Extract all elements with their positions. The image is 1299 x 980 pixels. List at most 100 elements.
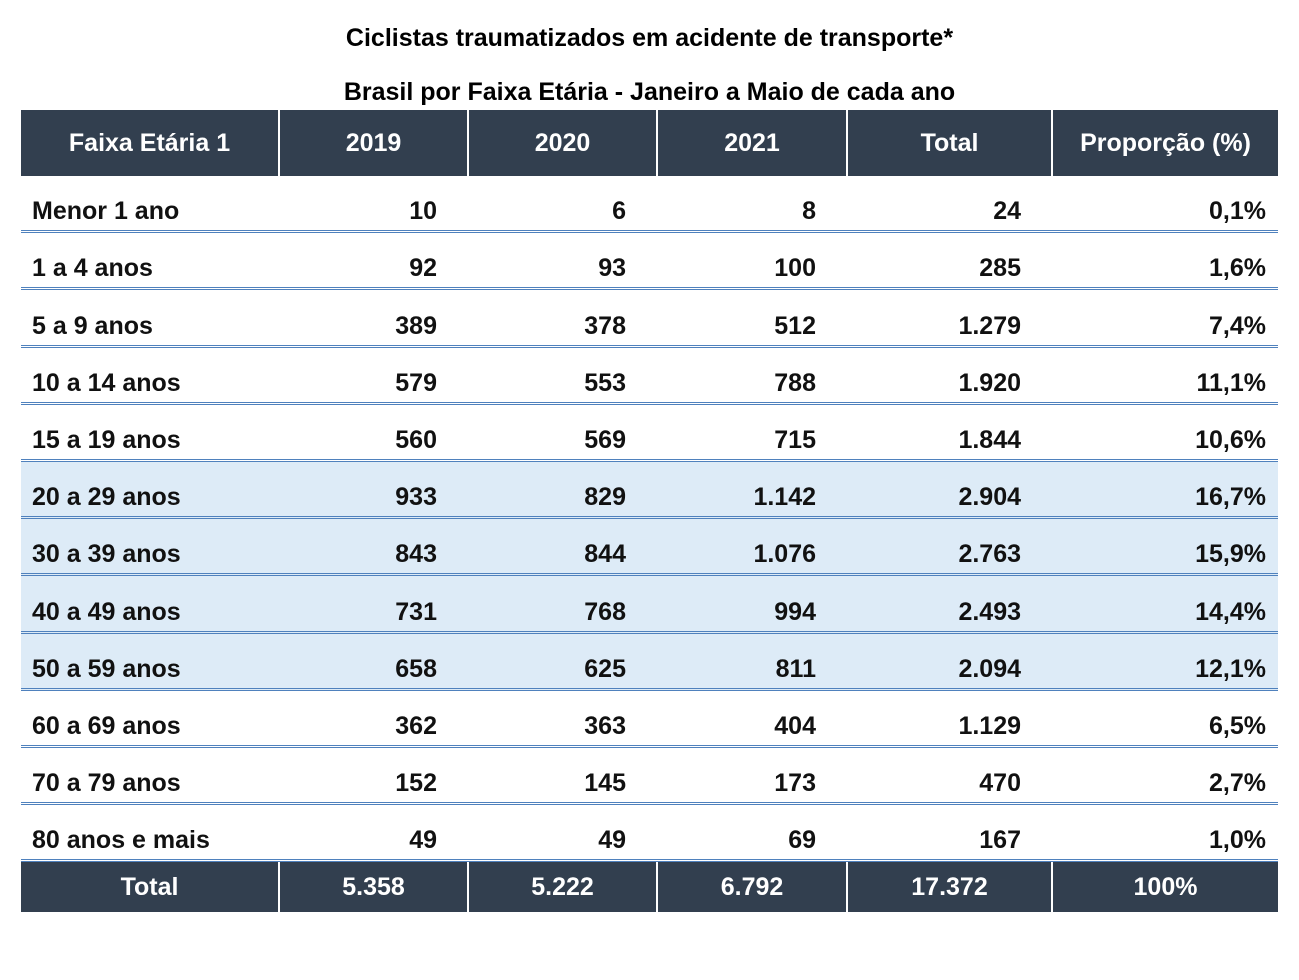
header-proportion: Proporção (%) bbox=[1080, 128, 1251, 157]
cell-2019: 362 bbox=[395, 711, 437, 740]
cell-proportion: 15,9% bbox=[1195, 540, 1266, 569]
cell-proportion: 0,1% bbox=[1209, 197, 1266, 226]
table-row: 30 a 39 anos 843 844 1.076 2.763 15,9% bbox=[21, 519, 1278, 577]
cell-2020: 363 bbox=[584, 711, 626, 740]
table-title: Ciclistas traumatizados em acidente de t… bbox=[345, 24, 954, 52]
cell-proportion: 10,6% bbox=[1195, 425, 1266, 454]
cell-2019: 10 bbox=[409, 197, 437, 226]
table-row: 15 a 19 anos 560 569 715 1.844 10,6% bbox=[21, 405, 1278, 462]
cell-2019: 389 bbox=[395, 311, 437, 340]
table-row: 5 a 9 anos 389 378 512 1.279 7,4% bbox=[21, 290, 1278, 348]
cell-total: 2.763 bbox=[958, 540, 1021, 569]
cell-2020: 768 bbox=[584, 597, 626, 626]
cell-2021: 788 bbox=[774, 368, 816, 397]
table-row: 20 a 29 anos 933 829 1.142 2.904 16,7% bbox=[21, 461, 1278, 520]
header-2020: 2020 bbox=[469, 110, 658, 176]
cell-proportion: 1,0% bbox=[1209, 826, 1266, 855]
cell-total: 470 bbox=[979, 769, 1021, 798]
cell-2019: 152 bbox=[395, 769, 437, 798]
footer-2020: 5.222 bbox=[469, 862, 658, 913]
cell-2020: 844 bbox=[584, 540, 626, 569]
cell-age-group: Menor 1 ano bbox=[32, 197, 180, 226]
cell-age-group: 5 a 9 anos bbox=[32, 311, 153, 340]
cell-2020: 49 bbox=[598, 826, 626, 855]
cell-age-group: 70 a 79 anos bbox=[32, 769, 181, 798]
cell-2019: 843 bbox=[395, 540, 437, 569]
cell-proportion: 1,6% bbox=[1209, 254, 1266, 283]
cell-age-group: 30 a 39 anos bbox=[32, 540, 181, 569]
cell-age-group: 1 a 4 anos bbox=[32, 254, 153, 283]
table-row: 50 a 59 anos 658 625 811 2.094 12,1% bbox=[21, 633, 1278, 691]
cell-2021: 173 bbox=[774, 769, 816, 798]
cell-proportion: 11,1% bbox=[1196, 368, 1266, 397]
cell-2021: 100 bbox=[774, 254, 816, 283]
table-row: 80 anos e mais 49 49 69 167 1,0% bbox=[21, 805, 1278, 863]
cell-2020: 145 bbox=[584, 769, 626, 798]
cell-2020: 378 bbox=[584, 311, 626, 340]
cell-2019: 658 bbox=[395, 654, 437, 683]
cell-age-group: 10 a 14 anos bbox=[32, 368, 181, 397]
cell-2019: 933 bbox=[395, 483, 437, 512]
table-header: Faixa Etária 1 2019 2020 2021 Total Prop… bbox=[21, 110, 1278, 176]
cell-total: 1.129 bbox=[958, 711, 1021, 740]
cell-2021: 404 bbox=[774, 711, 816, 740]
cell-2019: 731 bbox=[395, 597, 437, 626]
footer-proportion: 100% bbox=[1133, 872, 1198, 901]
cell-2019: 92 bbox=[409, 254, 437, 283]
cell-total: 2.904 bbox=[958, 483, 1021, 512]
cell-age-group: 50 a 59 anos bbox=[32, 654, 181, 683]
table-row: 1 a 4 anos 92 93 100 285 1,6% bbox=[21, 233, 1278, 291]
table-subtitle: Brasil por Faixa Etária - Janeiro a Maio… bbox=[343, 78, 956, 106]
cell-2020: 93 bbox=[598, 254, 626, 283]
table-row: 70 a 79 anos 152 145 173 470 2,7% bbox=[21, 748, 1278, 806]
header-2019: 2019 bbox=[280, 110, 469, 176]
cell-proportion: 6,5% bbox=[1209, 711, 1266, 740]
cell-age-group: 40 a 49 anos bbox=[32, 597, 181, 626]
cell-proportion: 12,1% bbox=[1195, 654, 1266, 683]
footer-2021: 6.792 bbox=[658, 862, 848, 913]
cell-total: 1.844 bbox=[958, 425, 1021, 454]
table-footer: Total 5.358 5.222 6.792 17.372 100% bbox=[21, 862, 1278, 913]
cell-2021: 994 bbox=[774, 597, 816, 626]
cell-total: 285 bbox=[979, 254, 1021, 283]
cell-2019: 579 bbox=[395, 368, 437, 397]
cell-2019: 49 bbox=[409, 826, 437, 855]
footer-total: 17.372 bbox=[848, 862, 1053, 913]
cell-age-group: 80 anos e mais bbox=[32, 826, 210, 855]
header-2021: 2021 bbox=[658, 110, 848, 176]
cell-2021: 715 bbox=[774, 425, 816, 454]
table-row: 10 a 14 anos 579 553 788 1.920 11,1% bbox=[21, 348, 1278, 405]
header-age-group: Faixa Etária 1 bbox=[21, 110, 280, 176]
cell-age-group: 60 a 69 anos bbox=[32, 711, 181, 740]
cell-total: 1.279 bbox=[958, 311, 1021, 340]
cell-2021: 8 bbox=[802, 197, 816, 226]
footer-2019: 5.358 bbox=[280, 862, 469, 913]
cell-2021: 811 bbox=[775, 654, 816, 683]
cell-total: 2.493 bbox=[958, 597, 1021, 626]
cell-total: 1.920 bbox=[958, 368, 1021, 397]
table-row: 40 a 49 anos 731 768 994 2.493 14,4% bbox=[21, 576, 1278, 634]
cell-total: 167 bbox=[979, 826, 1021, 855]
cell-total: 2.094 bbox=[958, 654, 1021, 683]
cell-2020: 553 bbox=[584, 368, 626, 397]
cell-2020: 829 bbox=[584, 483, 626, 512]
cell-2019: 560 bbox=[395, 425, 437, 454]
header-total: Total bbox=[848, 110, 1053, 176]
cell-2021: 512 bbox=[774, 311, 816, 340]
footer-label: Total bbox=[21, 862, 280, 913]
cell-total: 24 bbox=[993, 197, 1021, 226]
cell-2021: 69 bbox=[788, 826, 816, 855]
table-row: Menor 1 ano 10 6 8 24 0,1% bbox=[21, 176, 1278, 234]
table-row: 60 a 69 anos 362 363 404 1.129 6,5% bbox=[21, 691, 1278, 748]
cell-2021: 1.076 bbox=[753, 540, 816, 569]
cell-2020: 625 bbox=[584, 654, 626, 683]
cell-proportion: 7,4% bbox=[1209, 311, 1266, 340]
cell-proportion: 16,7% bbox=[1195, 483, 1266, 512]
data-table: Faixa Etária 1 2019 2020 2021 Total Prop… bbox=[21, 110, 1278, 913]
cell-proportion: 14,4% bbox=[1195, 597, 1266, 626]
cell-age-group: 15 a 19 anos bbox=[32, 425, 181, 454]
cell-2020: 569 bbox=[584, 425, 626, 454]
cell-2021: 1.142 bbox=[753, 483, 816, 512]
table-body: Menor 1 ano 10 6 8 24 0,1% 1 a 4 anos 92 93 100 28… bbox=[21, 176, 1278, 863]
cell-age-group: 20 a 29 anos bbox=[32, 483, 181, 512]
